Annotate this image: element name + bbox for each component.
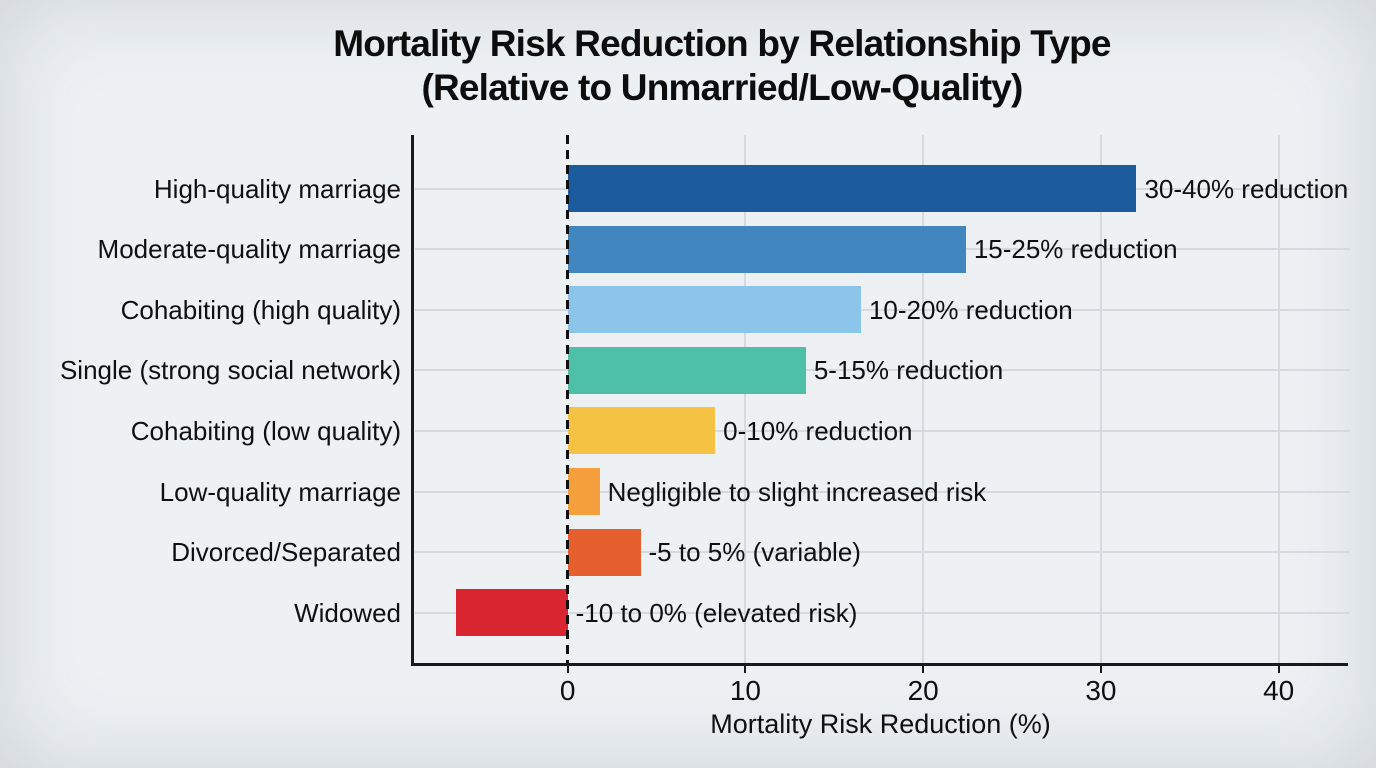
category-label: Single (strong social network) [59, 355, 401, 386]
chart-title-line2: (Relative to Unmarried/Low-Quality) [421, 67, 1023, 108]
bar-value-label: 10-20% reduction [868, 294, 1073, 325]
h-gridline [415, 611, 1350, 614]
bar [567, 528, 641, 576]
h-gridline [415, 369, 1350, 372]
category-label: Low-quality marriage [159, 476, 401, 507]
left-spine [411, 135, 414, 665]
category-label: Cohabiting (low quality) [130, 415, 401, 446]
bar-value-label: 5-15% reduction [813, 355, 1004, 386]
x-tick-label: 20 [907, 675, 939, 706]
x-tick [1099, 665, 1102, 673]
category-label: Moderate-quality marriage [97, 234, 401, 265]
x-tick [744, 665, 747, 673]
bar [567, 346, 806, 394]
x-tick-label: 0 [559, 675, 576, 706]
bar [567, 468, 600, 515]
bar-value-label: -10 to 0% (elevated risk) [575, 597, 858, 628]
category-label: Widowed [294, 597, 401, 628]
bar-value-label: 0-10% reduction [723, 415, 913, 446]
bar-value-label: 30-40% reduction [1144, 173, 1349, 204]
bar-value-label: Negligible to slight increased risk [607, 476, 987, 507]
h-gridline [415, 551, 1350, 554]
category-label: Divorced/Separated [171, 537, 401, 568]
bar-value-label: -5 to 5% (variable) [648, 537, 861, 568]
v-gridline [1099, 135, 1102, 663]
bar [567, 286, 861, 334]
h-gridline [415, 490, 1350, 493]
x-tick [1277, 665, 1280, 673]
v-gridline [1277, 135, 1280, 663]
bottom-spine [411, 663, 1348, 666]
v-gridline [744, 135, 747, 663]
x-tick [566, 665, 569, 673]
x-tick-label: 40 [1263, 675, 1295, 706]
x-tick [922, 665, 925, 673]
v-gridline [922, 135, 925, 663]
h-gridline [415, 429, 1350, 432]
category-label: High-quality marriage [153, 173, 401, 204]
h-gridline [415, 308, 1350, 311]
bar [567, 407, 716, 455]
chart-title-line1: Mortality Risk Reduction by Relationship… [333, 23, 1111, 64]
chart-title: Mortality Risk Reduction by Relationship… [34, 22, 1376, 110]
bar-value-label: 15-25% reduction [973, 234, 1178, 265]
bar [567, 165, 1137, 212]
zero-reference-line [566, 135, 569, 663]
x-axis-label: Mortality Risk Reduction (%) [710, 709, 1051, 739]
x-tick-label: 10 [729, 675, 761, 706]
category-label: Cohabiting (high quality) [120, 294, 401, 325]
bar [567, 225, 966, 273]
x-tick-label: 30 [1085, 675, 1117, 706]
bar [455, 589, 568, 637]
